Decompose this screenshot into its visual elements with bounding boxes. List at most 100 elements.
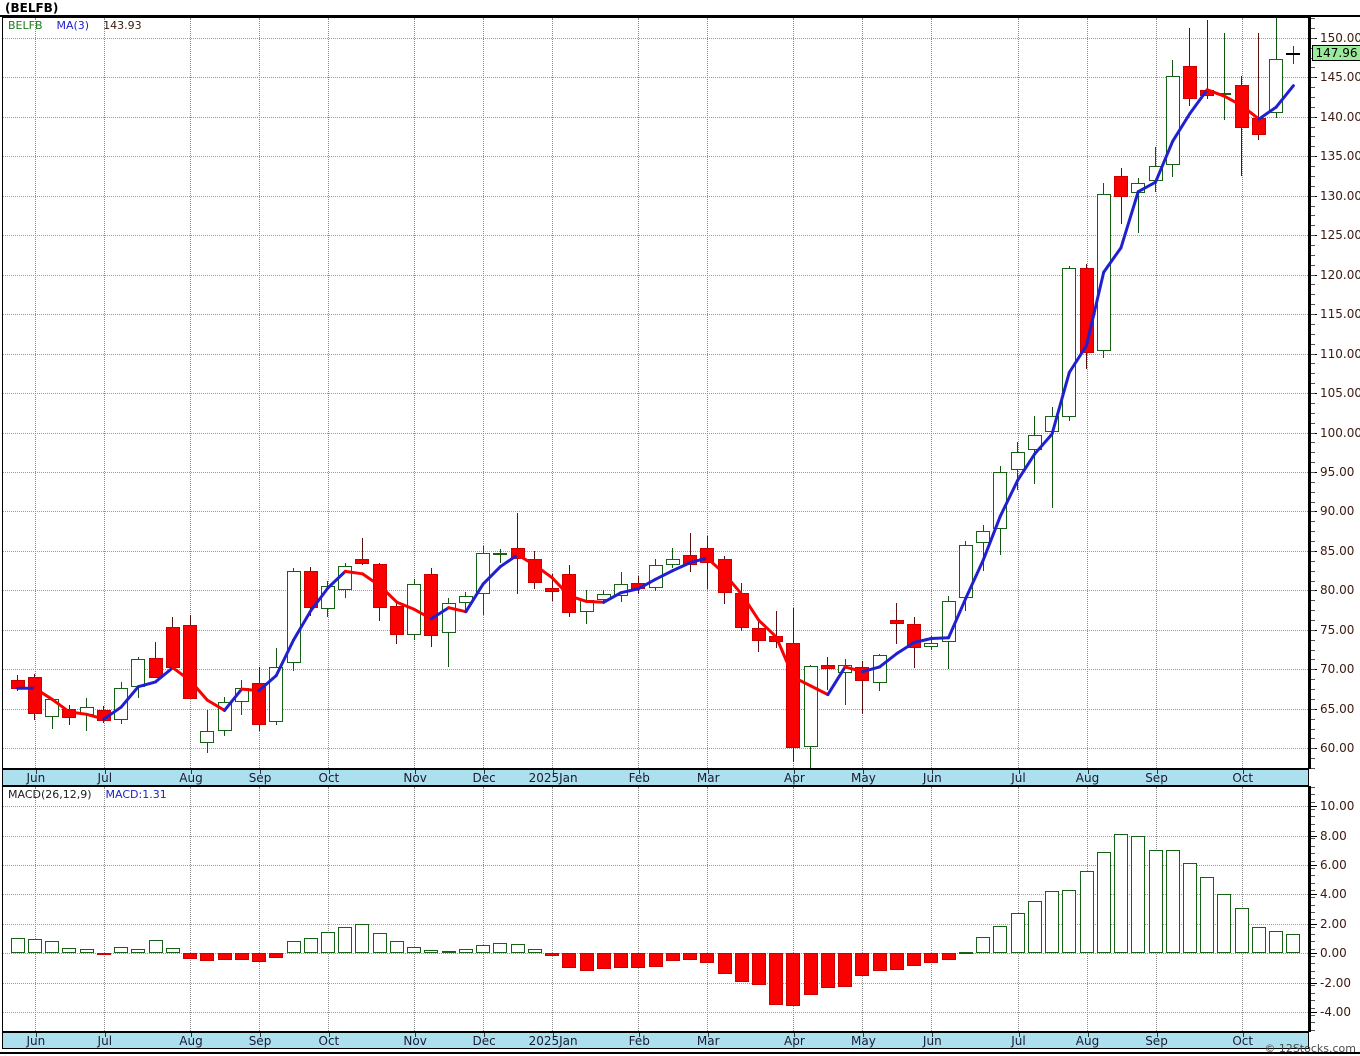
macd-bar bbox=[441, 950, 456, 954]
candle-body bbox=[1010, 452, 1025, 470]
macd-bar bbox=[717, 953, 732, 975]
macd-axis-minor-tick bbox=[1311, 1022, 1315, 1024]
macd-axis-tick bbox=[1311, 806, 1317, 808]
price-axis-minor-tick bbox=[1311, 570, 1315, 572]
x-axis-label: Feb bbox=[628, 771, 650, 785]
candle-body bbox=[148, 657, 163, 678]
title-divider bbox=[0, 15, 1360, 17]
macd-axis-minor-tick bbox=[1311, 794, 1315, 796]
price-axis-minor-tick bbox=[1311, 541, 1315, 542]
x-axis-label: Sep bbox=[248, 1034, 272, 1048]
macd-bar bbox=[855, 953, 870, 976]
macd-axis-minor-tick bbox=[1311, 963, 1315, 965]
macd-bar bbox=[148, 939, 163, 954]
price-axis-label: 65.00 bbox=[1320, 701, 1355, 716]
candle-body bbox=[1114, 175, 1128, 198]
macd-bar bbox=[1131, 836, 1146, 954]
x-axis-tick bbox=[1018, 770, 1020, 774]
macd-axis-minor-tick bbox=[1311, 919, 1315, 921]
macd-bar bbox=[1045, 890, 1059, 954]
macd-axis-tick bbox=[1311, 982, 1317, 984]
price-axis-label: 140.00 bbox=[1320, 109, 1360, 124]
candle-body bbox=[1096, 194, 1111, 352]
macd-bar bbox=[683, 953, 697, 961]
price-axis-label: 120.00 bbox=[1320, 267, 1360, 282]
price-axis-minor-tick bbox=[1311, 96, 1315, 98]
price-axis-minor-tick bbox=[1311, 758, 1315, 760]
x-axis-label: Jul bbox=[1011, 1034, 1026, 1048]
macd-axis-label: 6.00 bbox=[1320, 857, 1347, 872]
candle-body bbox=[1251, 118, 1266, 135]
macd-bar bbox=[183, 953, 197, 959]
price-axis-label: 115.00 bbox=[1320, 307, 1360, 322]
macd-bar bbox=[751, 953, 766, 985]
price-axis-minor-tick bbox=[1311, 175, 1315, 177]
price-axis-minor-tick bbox=[1311, 215, 1315, 217]
macd-bar bbox=[79, 949, 94, 954]
x-axis-tick bbox=[484, 1033, 486, 1037]
price-chart-panel[interactable]: BELFB MA(3) 143.93 bbox=[2, 17, 1309, 769]
macd-bar bbox=[958, 951, 973, 954]
x-axis-label: Dec bbox=[472, 771, 496, 785]
legend-ma-label: MA(3) bbox=[56, 19, 90, 32]
macd-axis-minor-tick bbox=[1311, 911, 1315, 913]
candle-body bbox=[545, 588, 560, 592]
macd-bar bbox=[389, 940, 404, 954]
x-axis-tick bbox=[708, 770, 710, 774]
x-axis-label: Feb bbox=[628, 1034, 650, 1048]
macd-bar bbox=[545, 953, 560, 956]
macd-axis-label: 4.00 bbox=[1320, 887, 1347, 902]
candle-wick bbox=[827, 656, 829, 690]
candle-body bbox=[889, 620, 904, 624]
price-axis-minor-tick bbox=[1311, 521, 1315, 523]
price-axis-label: 145.00 bbox=[1320, 70, 1360, 85]
macd-bar bbox=[1010, 913, 1025, 954]
candle-body bbox=[27, 677, 42, 715]
macd-axis-minor-tick bbox=[1311, 853, 1315, 855]
price-axis-minor-tick bbox=[1311, 37, 1315, 39]
candle-body bbox=[286, 570, 301, 663]
price-axis-minor-tick bbox=[1311, 560, 1315, 562]
candle-body bbox=[1045, 415, 1059, 433]
price-axis-minor-tick bbox=[1311, 116, 1315, 118]
x-axis-label: Aug bbox=[1075, 771, 1100, 785]
macd-bar bbox=[579, 953, 594, 971]
price-axis-minor-tick bbox=[1311, 314, 1315, 316]
price-axis-minor-tick bbox=[1311, 471, 1315, 473]
candle-wick bbox=[499, 549, 501, 563]
macd-axis-minor-tick bbox=[1311, 823, 1315, 825]
price-axis-label: 125.00 bbox=[1320, 228, 1360, 243]
macd-bar bbox=[1200, 876, 1215, 954]
macd-bar bbox=[562, 953, 577, 969]
macd-bar bbox=[1062, 889, 1077, 954]
macd-bar bbox=[131, 948, 146, 954]
macd-legend: MACD(26,12,9) MACD:1.31 bbox=[8, 789, 167, 801]
macd-axis-minor-tick bbox=[1311, 882, 1315, 884]
price-axis-minor-tick bbox=[1311, 195, 1315, 197]
macd-bar bbox=[1234, 907, 1249, 954]
price-legend: BELFB MA(3) 143.93 bbox=[8, 20, 142, 32]
macd-bar bbox=[252, 953, 266, 962]
macd-axis-minor-tick bbox=[1311, 875, 1315, 877]
x-axis-tick bbox=[932, 770, 934, 774]
candle-body bbox=[269, 666, 284, 723]
candle-body bbox=[1200, 89, 1215, 97]
macd-bar bbox=[424, 950, 439, 954]
price-axis-minor-tick bbox=[1311, 679, 1315, 681]
macd-axis-minor-tick bbox=[1311, 1000, 1315, 1002]
macd-chart-panel[interactable]: MACD(26,12,9) MACD:1.31 bbox=[2, 786, 1309, 1032]
price-axis-minor-tick bbox=[1311, 402, 1315, 404]
x-axis-tick bbox=[415, 770, 417, 774]
price-axis-minor-tick bbox=[1311, 669, 1315, 671]
macd-axis-tick bbox=[1311, 835, 1317, 837]
macd-bar bbox=[889, 953, 904, 970]
price-axis-minor-tick bbox=[1311, 225, 1315, 227]
macd-bar bbox=[27, 939, 42, 954]
x-axis-label: Aug bbox=[1075, 1034, 1100, 1048]
x-axis-tick bbox=[484, 770, 486, 774]
price-axis-minor-tick bbox=[1311, 629, 1315, 631]
macd-bar bbox=[976, 936, 991, 954]
candle-body bbox=[165, 626, 180, 669]
candle-wick bbox=[361, 538, 363, 566]
candle-body bbox=[1217, 93, 1232, 96]
